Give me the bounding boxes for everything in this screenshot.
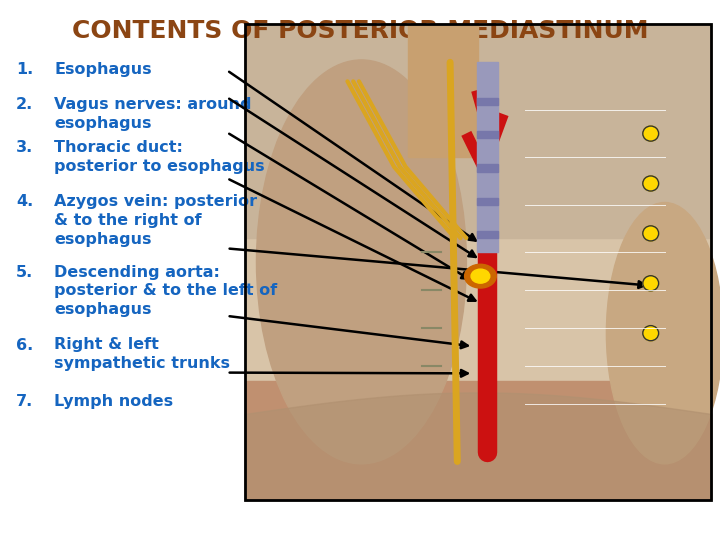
Text: CONTENTS OF POSTERIOR MEDIASTINUM: CONTENTS OF POSTERIOR MEDIASTINUM — [72, 19, 648, 43]
Bar — [477, 198, 498, 205]
Ellipse shape — [643, 226, 659, 241]
Ellipse shape — [643, 126, 659, 141]
Text: Lymph nodes: Lymph nodes — [54, 394, 173, 409]
Bar — [477, 62, 498, 252]
Bar — [477, 131, 498, 138]
Bar — [477, 231, 498, 238]
Bar — [477, 98, 498, 105]
Text: 5.: 5. — [16, 265, 33, 280]
Bar — [245, 24, 711, 500]
Text: Thoracic duct:
posterior to esophagus: Thoracic duct: posterior to esophagus — [54, 140, 265, 174]
Bar — [245, 381, 711, 500]
Text: 1.: 1. — [16, 62, 33, 77]
Ellipse shape — [606, 202, 720, 464]
Text: 3.: 3. — [16, 140, 33, 156]
Text: Vagus nerves: around
esophagus: Vagus nerves: around esophagus — [54, 97, 251, 131]
Ellipse shape — [643, 276, 659, 291]
Circle shape — [464, 264, 496, 288]
Circle shape — [471, 269, 490, 283]
Text: Esophagus: Esophagus — [54, 62, 152, 77]
Text: 6.: 6. — [16, 338, 33, 353]
Bar — [408, 24, 478, 157]
Text: 2.: 2. — [16, 97, 33, 112]
Text: Descending aorta:
posterior & to the left of
esophagus: Descending aorta: posterior & to the lef… — [54, 265, 277, 317]
Text: Right & left
sympathetic trunks: Right & left sympathetic trunks — [54, 338, 230, 371]
Bar — [245, 24, 711, 238]
Text: 4.: 4. — [16, 194, 33, 210]
Text: 7.: 7. — [16, 394, 33, 409]
Text: Azygos vein: posterior
& to the right of
esophagus: Azygos vein: posterior & to the right of… — [54, 194, 257, 247]
Ellipse shape — [643, 326, 659, 341]
Bar — [477, 165, 498, 172]
Bar — [245, 24, 711, 500]
Ellipse shape — [643, 176, 659, 191]
Ellipse shape — [256, 60, 467, 464]
